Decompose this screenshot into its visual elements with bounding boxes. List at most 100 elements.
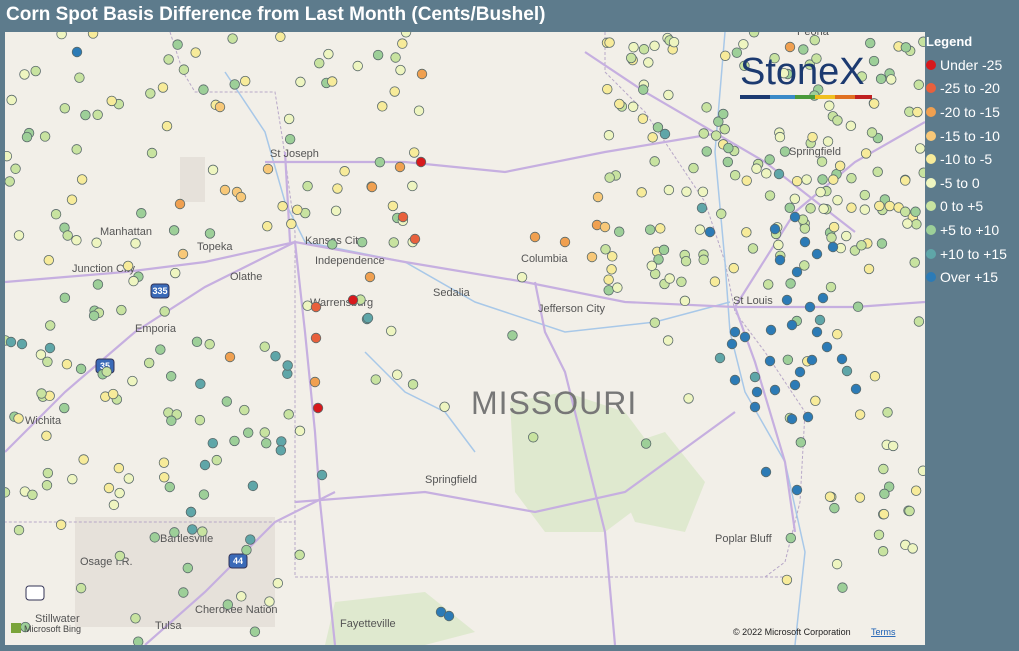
station-dot (227, 33, 238, 44)
station-dot (832, 115, 843, 126)
station-dot (19, 69, 30, 80)
station-dot (211, 454, 222, 466)
station-dot (774, 131, 786, 143)
copyright: © 2022 Microsoft Corporation (733, 627, 851, 637)
legend-item: Under -25 (926, 53, 1007, 77)
station-dot (261, 437, 272, 449)
station-dot (663, 89, 674, 101)
station-dot (229, 435, 240, 447)
station-dot (164, 481, 175, 493)
city-label: Olathe (230, 271, 262, 283)
station-dot (388, 237, 399, 248)
station-dot (884, 200, 895, 212)
station-dot (207, 164, 219, 176)
station-dot (259, 427, 270, 438)
station-dot (918, 167, 925, 178)
station-dot (88, 310, 100, 321)
station-dot (366, 181, 378, 193)
station-dot (882, 407, 893, 418)
station-dot (914, 143, 925, 154)
station-dot (161, 120, 173, 132)
legend-item: -25 to -20 (926, 77, 1007, 101)
station-dot (74, 72, 85, 83)
station-dot (874, 200, 885, 212)
station-dot (392, 369, 403, 380)
station-dot (696, 202, 708, 214)
station-dot (900, 42, 912, 53)
terrain (75, 157, 705, 645)
station-dot (145, 88, 156, 99)
station-dot (873, 529, 885, 540)
station-dot (586, 251, 598, 263)
city-label: Columbia (521, 253, 568, 265)
station-dot (42, 467, 54, 479)
station-dot (276, 436, 287, 447)
station-dot (249, 626, 261, 637)
station-dot (679, 295, 691, 307)
city-label: Cherokee Nation (195, 604, 278, 616)
station-dot (10, 163, 21, 174)
station-dot (136, 208, 147, 219)
station-dot (91, 237, 102, 248)
station-dot (649, 156, 660, 167)
station-dot (658, 244, 670, 256)
terms-link[interactable]: Terms (871, 627, 896, 637)
city-label: Sedalia (433, 287, 471, 299)
station-dot (127, 375, 138, 387)
station-dot (174, 198, 186, 210)
city-label: St Joseph (270, 148, 319, 160)
station-dot (55, 519, 67, 530)
station-dot (875, 73, 887, 85)
station-dot (659, 128, 671, 140)
station-dot (13, 524, 25, 536)
station-dot (802, 411, 814, 423)
station-dot (821, 341, 833, 353)
station-dot (879, 488, 890, 500)
station-dot (172, 39, 183, 50)
station-dot (43, 254, 54, 266)
station-dot (204, 339, 215, 350)
station-dot (185, 506, 197, 518)
station-dot (71, 46, 83, 58)
station-dot (87, 32, 99, 39)
station-dot (390, 52, 401, 63)
station-dot (739, 60, 750, 71)
station-dot (409, 147, 420, 158)
station-dot (652, 122, 664, 133)
station-dot (194, 414, 206, 426)
station-dot (41, 430, 52, 442)
station-dot (107, 388, 119, 400)
station-dot (239, 404, 250, 416)
station-dot (649, 317, 661, 328)
station-dot (720, 50, 731, 61)
city-label: Fayetteville (340, 618, 396, 630)
station-dot (809, 34, 820, 46)
station-dot (103, 482, 115, 494)
legend-swatch (926, 154, 936, 165)
station-dot (883, 481, 895, 492)
station-dot (789, 193, 801, 205)
station-dot (614, 98, 625, 110)
station-dot (413, 105, 425, 116)
station-dot (407, 180, 418, 192)
station-dot (59, 402, 70, 414)
station-dot (604, 37, 615, 48)
station-dot (277, 201, 288, 212)
legend-swatch (926, 177, 936, 188)
station-dot (714, 352, 726, 364)
station-dot (782, 354, 794, 365)
station-dot (400, 32, 412, 38)
station-dot (177, 248, 189, 260)
station-dot (130, 613, 141, 624)
shield-label: 44 (233, 556, 243, 566)
station-dot (56, 32, 67, 40)
station-dot (694, 224, 706, 235)
station-dot (778, 67, 790, 79)
station-dot (377, 101, 388, 112)
station-dot (854, 492, 866, 503)
station-dot (243, 427, 254, 438)
station-dot (663, 184, 675, 196)
shield-label: 35 (100, 361, 110, 371)
station-dot (283, 113, 295, 125)
